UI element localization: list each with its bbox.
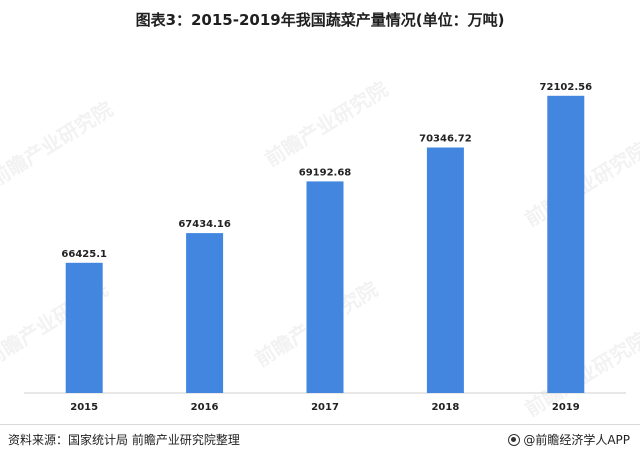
app-brand-label: @前瞻经济学人APP	[523, 433, 630, 447]
bar-chart: 前瞻产业研究院前瞻产业研究院前瞻产业研究院前瞻产业研究院前瞻产业研究院前瞻产业研…	[0, 77, 640, 422]
watermark-text: 前瞻产业研究院	[261, 77, 392, 172]
chart-title: 图表3：2015-2019年我国蔬菜产量情况(单位：万吨)	[135, 11, 505, 29]
bar-2015	[65, 262, 103, 393]
eye-logo-icon	[508, 433, 521, 446]
x-tick-label: 2017	[311, 402, 339, 413]
bar-value-label: 70346.72	[419, 134, 472, 145]
bar-2018	[426, 147, 464, 393]
bar-value-label: 69192.68	[299, 167, 352, 178]
footer-divider	[0, 424, 640, 425]
bar-2019	[547, 95, 585, 394]
x-tick-label: 2018	[431, 402, 459, 413]
source-note: 资料来源：国家统计局 前瞻产业研究院整理	[8, 433, 240, 447]
bar-value-label: 72102.56	[540, 82, 593, 93]
x-tick-label: 2019	[552, 402, 580, 413]
app-brand: @前瞻经济学人APP	[508, 431, 630, 448]
x-tick-label: 2015	[70, 402, 98, 413]
bar-value-label: 67434.16	[178, 219, 231, 230]
bar-2017	[306, 181, 344, 393]
bar-2016	[186, 233, 224, 393]
x-tick-label: 2016	[191, 402, 219, 413]
bar-value-label: 66425.1	[61, 249, 107, 260]
watermark-text: 前瞻产业研究院	[0, 97, 117, 192]
